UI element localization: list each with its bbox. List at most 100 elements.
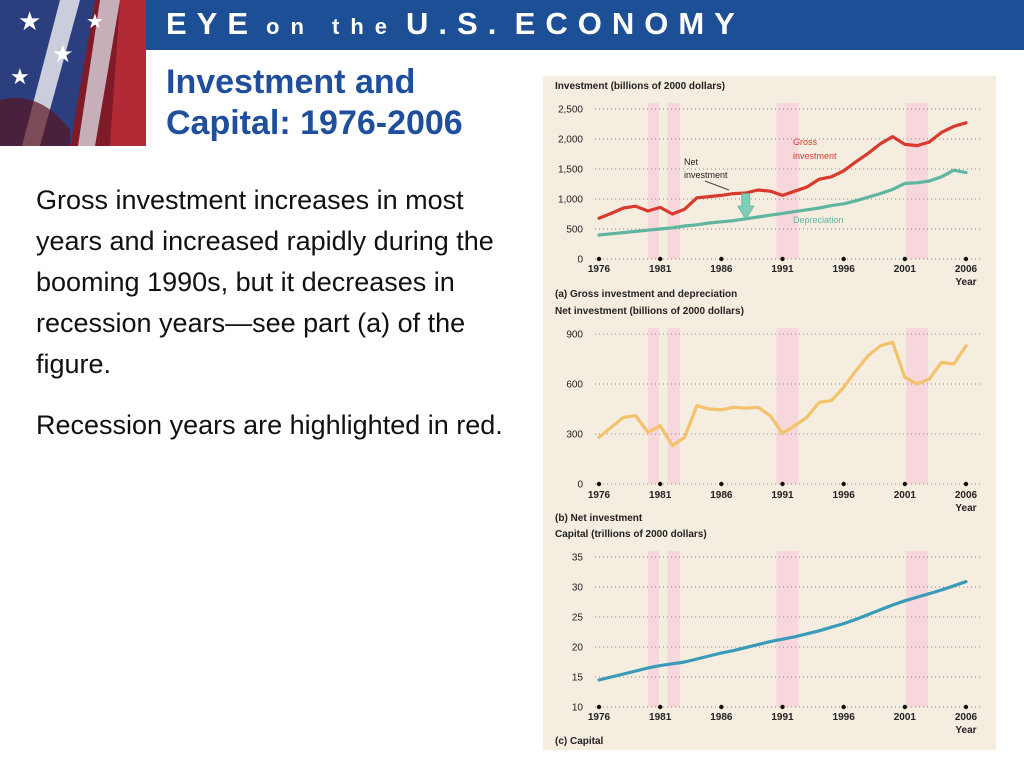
x-tick-dot — [596, 481, 602, 487]
x-tick-dot — [780, 256, 785, 262]
panel-caption: (a) Gross investment and depreciation — [555, 289, 737, 300]
x-tick-label: 1986 — [710, 712, 733, 723]
banner-word-us: U.S. — [406, 6, 507, 41]
x-tick-label: 1976 — [588, 490, 611, 501]
star-icon: ★ — [52, 40, 74, 68]
y-axis-label: Investment (billions of 2000 dollars) — [555, 81, 725, 92]
series-line-gross-investment — [597, 121, 968, 220]
x-tick-dot — [780, 704, 785, 710]
y-tick-label: 1,000 — [558, 195, 583, 206]
x-tick-dot — [657, 481, 663, 487]
flag-red-stripe — [110, 0, 146, 146]
star-icon: ★ — [18, 7, 41, 37]
x-tick-dot — [657, 256, 663, 262]
x-tick-dot — [963, 704, 969, 710]
recession-band — [667, 103, 680, 259]
x-tick-label: 1981 — [649, 712, 672, 723]
x-tick-dot — [902, 256, 908, 262]
x-tick-label: 1996 — [833, 712, 856, 723]
x-tick-label: 1996 — [833, 264, 856, 275]
y-axis-label: Net investment (billions of 2000 dollars… — [555, 306, 744, 317]
x-tick-label: 2001 — [894, 264, 917, 275]
annotation-leader-line — [704, 180, 730, 191]
annotation-net: Net — [684, 157, 699, 167]
y-tick-label: 300 — [566, 430, 583, 441]
x-tick-dot — [596, 256, 602, 262]
x-tick-label: 1991 — [771, 712, 794, 723]
recession-band — [667, 551, 680, 707]
flag-shadow-fold — [0, 98, 70, 146]
title-line-2: Capital: 1976-2006 — [166, 104, 463, 142]
annotation-gross: Gross — [793, 137, 818, 147]
y-tick-label: 500 — [566, 225, 583, 236]
recession-band — [906, 551, 929, 707]
recession-band — [647, 551, 659, 707]
x-tick-dot — [596, 704, 602, 710]
x-axis-year-label: Year — [955, 725, 976, 736]
x-tick-label: 1996 — [833, 490, 856, 501]
annotation-net: investment — [684, 170, 728, 180]
x-tick-label: 1976 — [588, 264, 611, 275]
flag-logo-image: ★ ★ ★ ★ — [0, 0, 146, 146]
title-line-1: Investment and — [166, 63, 416, 101]
series-line-net-investment — [597, 340, 968, 448]
x-tick-dot — [963, 256, 969, 262]
annotation-depreciation: Depreciation — [793, 215, 844, 225]
y-tick-label: 2,500 — [558, 105, 583, 116]
banner-title: EYE on the U.S. ECONOMY — [166, 6, 745, 42]
recession-band — [906, 103, 929, 259]
x-tick-dot — [841, 704, 846, 710]
x-tick-label: 1981 — [649, 264, 672, 275]
x-tick-label: 1981 — [649, 490, 672, 501]
recession-band — [776, 328, 799, 484]
x-tick-label: 2006 — [955, 264, 978, 275]
figure-svg: Investment (billions of 2000 dollars) 0 50… — [555, 81, 980, 747]
x-tick-label: 1986 — [710, 264, 733, 275]
series-line-capital — [597, 580, 968, 682]
x-tick-label: 2006 — [955, 490, 978, 501]
x-tick-label: 2001 — [894, 712, 917, 723]
x-tick-label: 1976 — [588, 712, 611, 723]
x-tick-dot — [780, 481, 785, 487]
recession-band — [647, 103, 659, 259]
y-tick-label: 1,500 — [558, 165, 583, 176]
y-axis-label: Capital (trillions of 2000 dollars) — [555, 529, 707, 540]
recession-band — [776, 103, 799, 259]
x-tick-label: 1991 — [771, 490, 794, 501]
y-tick-label: 0 — [577, 255, 583, 266]
flag-white-stripe-2 — [78, 0, 120, 146]
banner-word-on-the: on the — [266, 14, 399, 39]
body-text: Gross investment increases in most years… — [36, 180, 516, 466]
recession-band — [776, 551, 799, 707]
annotation-gross: investment — [793, 151, 837, 161]
x-tick-dot — [719, 481, 724, 487]
y-tick-label: 30 — [572, 583, 584, 594]
x-tick-label: 2006 — [955, 712, 978, 723]
x-tick-dot — [719, 256, 724, 262]
x-tick-dot — [841, 481, 846, 487]
x-axis-year-label: Year — [955, 503, 976, 514]
header-banner — [0, 0, 1024, 50]
star-icon: ★ — [86, 9, 104, 33]
x-tick-dot — [657, 704, 663, 710]
y-tick-label: 20 — [572, 643, 584, 654]
series-line-depreciation — [597, 168, 968, 237]
y-tick-label: 35 — [572, 553, 584, 564]
paragraph-gross-investment: Gross investment increases in most years… — [36, 185, 494, 379]
recession-band — [906, 328, 929, 484]
paragraph-recession-note: Recession years are highlighted in red. — [36, 410, 503, 440]
y-tick-label: 2,000 — [558, 135, 583, 146]
x-axis-year-label: Year — [955, 277, 976, 288]
panel-caption: (c) Capital — [555, 736, 604, 747]
x-tick-dot — [841, 256, 846, 262]
banner-word-economy: ECONOMY — [514, 6, 745, 41]
y-tick-label: 25 — [572, 613, 584, 624]
x-tick-label: 1991 — [771, 264, 794, 275]
y-tick-label: 10 — [572, 703, 584, 714]
y-tick-label: 0 — [577, 480, 583, 491]
figure-panel: Investment (billions of 2000 dollars) 0 50… — [543, 76, 996, 750]
panel-caption: (b) Net investment — [555, 513, 643, 524]
x-tick-dot — [719, 704, 724, 710]
flag-graphic: ★ ★ ★ ★ — [0, 0, 146, 146]
y-tick-label: 15 — [572, 673, 584, 684]
